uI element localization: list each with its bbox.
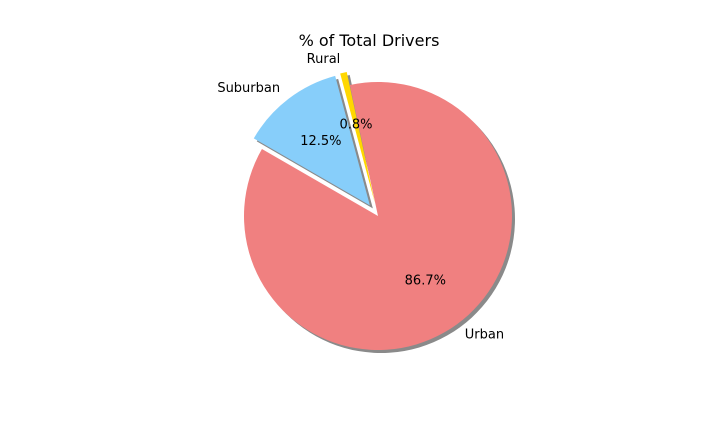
percent-label-rural: 0.8% — [339, 117, 372, 132]
slice-label-suburban: Suburban — [217, 81, 280, 96]
pie-slice-rural — [340, 71, 375, 203]
slice-layer — [244, 71, 512, 350]
percent-label-urban: 86.7% — [405, 273, 446, 288]
chart-title: % of Total Drivers — [299, 31, 440, 50]
slice-label-urban: Urban — [465, 328, 504, 343]
slice-label-rural: Rural — [307, 52, 341, 67]
pie-slice-suburban — [253, 75, 370, 206]
pie-slice-urban — [244, 82, 512, 350]
label-layer: Urban 86.7% Rural 0.8% Suburban 12.5% — [217, 52, 504, 342]
percent-label-suburban: 12.5% — [300, 134, 341, 149]
